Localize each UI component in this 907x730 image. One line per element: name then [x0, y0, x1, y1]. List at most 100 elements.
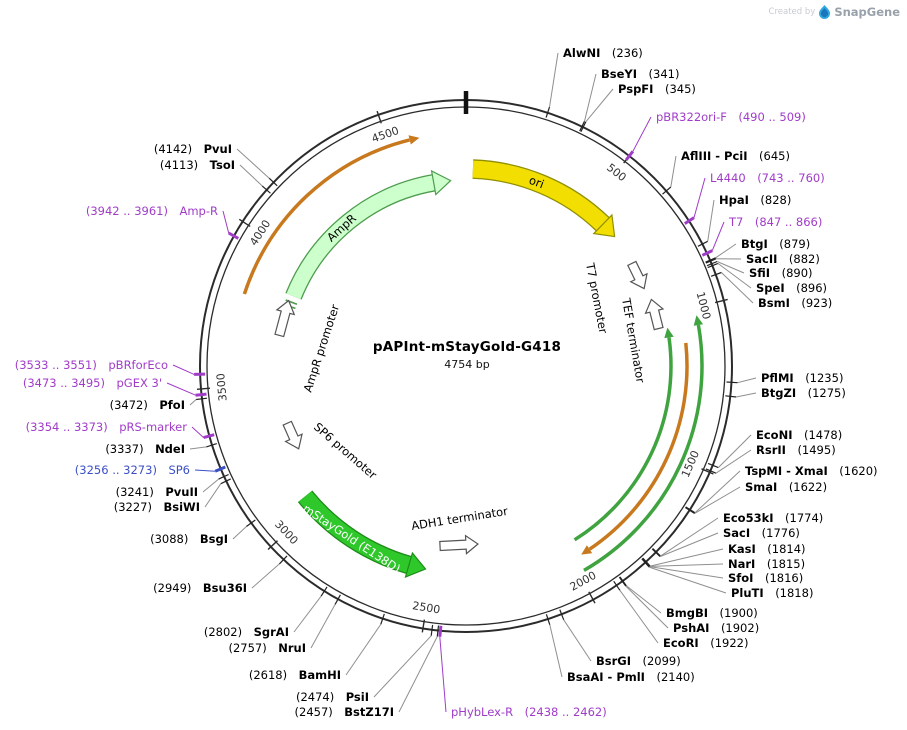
site-label-HpaI: HpaI (828)	[719, 193, 791, 207]
site-label-T7: T7 (847 .. 866)	[728, 215, 822, 229]
feature-ampr: AmpR	[282, 169, 452, 314]
site-callout-RsrII	[715, 449, 752, 474]
site-callout-PspFI	[585, 88, 614, 123]
site-callout-BsaAI - PmlI	[549, 624, 563, 678]
site-callout-PvuII	[202, 478, 219, 493]
tick-mark-3500	[196, 387, 211, 390]
site-callout-L4440	[693, 177, 706, 218]
site-label-Eco53kI: Eco53kI (1774)	[723, 511, 823, 525]
site-callout-HpaI	[707, 199, 715, 242]
site-callout-BmgBI	[625, 585, 662, 614]
tick-mark-1000	[714, 298, 728, 304]
site-tick-EcoNI	[707, 462, 719, 469]
site-tick-SP6	[214, 465, 226, 473]
site-callout-PfoI	[189, 399, 197, 406]
site-tick-BsaAI - PmlI	[545, 614, 551, 625]
site-tick-BstZ17I	[436, 625, 440, 637]
site-label-AflIII - PciI: AflIII - PciI (645)	[681, 149, 790, 163]
site-callout-PvuI	[236, 148, 270, 179]
site-tick-SpeI	[707, 262, 719, 269]
site-callout-SP6	[194, 469, 216, 472]
site-tick-HpaI	[697, 240, 708, 247]
site-label-PsiI: (2474) PsiI	[296, 690, 369, 704]
site-tick-PvuII	[218, 473, 229, 480]
site-tick-PvuI	[268, 177, 278, 187]
site-callout-SfoI	[649, 566, 724, 579]
tick-mark-4000	[238, 218, 251, 227]
site-tick-SfiI	[706, 260, 718, 267]
site-tick-SmaI	[684, 506, 695, 515]
site-label-NarI: NarI (1815)	[728, 557, 805, 571]
site-label-NdeI: (3337) NdeI	[105, 442, 185, 456]
site-tick-BamHI	[380, 613, 385, 625]
site-callout-AflIII - PciI	[670, 155, 677, 188]
site-label-BsiWI: (3227) BsiWI	[114, 500, 200, 514]
site-label-L4440: L4440 (743 .. 760)	[710, 171, 825, 185]
site-tick-BsgI	[246, 519, 256, 527]
site-label-PflMI: PflMI (1235)	[761, 371, 843, 385]
site-tick-SfoI	[641, 558, 651, 568]
tick-mark-3000	[267, 540, 278, 551]
site-label-pRS-marker: (3354 .. 3373) pRS-marker	[26, 420, 188, 434]
site-tick-pBR322ori-F	[625, 150, 635, 161]
site-label-KasI: KasI (1814)	[728, 542, 806, 556]
feature-g418-cassette-arc-inner	[573, 327, 674, 542]
tef-terminator-label: TEF terminator	[619, 296, 648, 384]
site-callout-T7	[711, 221, 725, 251]
site-tick-T7	[701, 249, 713, 257]
tick-mark-2500	[421, 619, 426, 633]
site-label-pGEX 3': (3473 .. 3495) pGEX 3'	[23, 376, 162, 390]
site-callout-EcoNI	[717, 434, 752, 468]
tick-label-2500: 2500	[411, 599, 441, 616]
site-callout-SfiI	[716, 261, 745, 274]
site-callout-SpeI	[717, 262, 752, 289]
site-tick-BtgI	[705, 257, 716, 263]
site-tick-SgrAI	[320, 586, 328, 597]
site-label-SacI: SacI (1776)	[723, 526, 800, 540]
feature-label-mstaygold-e138d: mStayGold (E138D)	[300, 501, 403, 576]
site-callout-PshAI	[625, 585, 669, 629]
adh1-terminator-label: ADH1 terminator	[410, 504, 509, 533]
site-tick-AlwNI	[545, 106, 551, 118]
site-tick-pGEX 3'	[195, 392, 207, 397]
tef-terminator-arrow	[644, 298, 665, 331]
site-callout-pGEX 3'	[166, 382, 196, 396]
site-tick-SacI	[651, 548, 661, 558]
sp6-promoter-arrow	[282, 420, 303, 450]
site-tick-NdeI	[206, 443, 217, 448]
site-callout-TspMI - XmaI	[694, 470, 741, 514]
site-callout-TsoI	[239, 164, 263, 187]
site-label-PvuII: (3241) PvuII	[116, 485, 198, 499]
watermark-created-by: Created by	[768, 7, 816, 17]
site-label-BstZ17I: (2457) BstZ17I	[295, 705, 394, 719]
site-label-pBR322ori-F: pBR322ori-F (490 .. 509)	[656, 110, 806, 124]
site-label-BsgI: (3088) BsgI	[150, 532, 228, 546]
site-callout-AlwNI	[549, 52, 559, 108]
site-label-BamHI: (2618) BamHI	[249, 668, 341, 682]
site-callout-PflMI	[737, 377, 757, 384]
site-tick-NruI	[334, 594, 341, 605]
site-label-BsrGI: BsrGI (2099)	[596, 654, 681, 668]
site-callout-EcoRI	[619, 590, 659, 644]
site-label-PluTI: PluTI (1818)	[731, 586, 813, 600]
site-callout-NdeI	[189, 446, 207, 450]
site-tick-EcoRI	[613, 580, 621, 591]
site-tick-PluTI	[641, 558, 650, 568]
feature-g418-cassette-arc-outer	[583, 315, 704, 572]
site-tick-BmgBI	[619, 576, 627, 587]
site-callout-BstZ17I	[398, 636, 438, 713]
snapgene-logo-icon	[819, 5, 831, 19]
site-label-BsaAI - PmlI: BsaAI - PmlI (2140)	[567, 670, 695, 684]
feature-label-ori: ori	[527, 173, 546, 191]
site-label-BtgZI: BtgZI (1275)	[761, 386, 846, 400]
site-label-BmgBI: BmgBI (1900)	[666, 606, 758, 620]
site-callout-pRS-marker	[191, 426, 204, 438]
site-label-TspMI - XmaI: TspMI - XmaI (1620)	[745, 464, 878, 478]
site-callout-PsiI	[373, 635, 432, 698]
site-callout-PluTI	[649, 566, 727, 594]
feature-mstaygold-e138d: mStayGold (E138D)	[297, 490, 427, 579]
site-tick-Bsu36I	[278, 555, 288, 565]
site-tick-AflIII - PciI	[662, 186, 672, 195]
site-label-PfoI: (3472) PfoI	[110, 398, 185, 412]
site-callout-SgrAI	[293, 595, 322, 633]
